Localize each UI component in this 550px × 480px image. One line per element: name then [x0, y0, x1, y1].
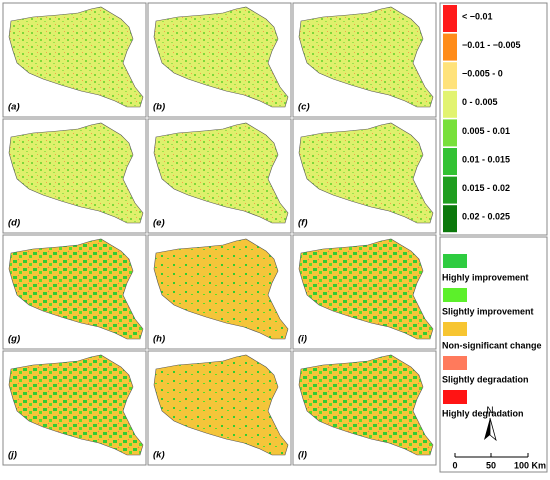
legend-label: Non-significant change — [442, 340, 542, 350]
panel-label: (g) — [8, 334, 20, 345]
region-map — [153, 122, 289, 224]
legend-swatch — [443, 288, 467, 302]
legend-swatch — [443, 254, 467, 268]
panel-label: (l) — [298, 450, 307, 461]
map-panel: (b) — [147, 2, 292, 118]
map-panel: (a) — [2, 2, 147, 118]
map-panel: (j) — [2, 350, 147, 466]
map-panel: (i) — [292, 234, 437, 350]
panel-label: (b) — [153, 102, 165, 113]
legend-swatch — [443, 205, 457, 233]
scale-label: 0 — [452, 460, 457, 470]
panel-label: (k) — [153, 450, 165, 461]
map-panel: (k) — [147, 350, 292, 466]
region-map — [153, 238, 289, 340]
map-panel: (c) — [292, 2, 437, 118]
legend-swatch — [443, 33, 457, 61]
legend-label: Highly improvement — [442, 272, 529, 282]
legend-swatch — [443, 148, 457, 175]
region-map — [8, 122, 144, 224]
map-panels: (a) (b) (c) (d) (e) (f) (g) (h) (i) (j) (k) (l) — [2, 2, 437, 466]
region-map — [298, 238, 434, 340]
panel-label: (d) — [8, 218, 20, 229]
legend-label: 0.005 - 0.01 — [462, 126, 510, 136]
north-arrow: N — [484, 406, 497, 442]
panel-label: (f) — [298, 218, 308, 229]
region-map — [298, 354, 434, 456]
legend-label: Slightly improvement — [442, 306, 534, 316]
map-panel: (l) — [292, 350, 437, 466]
region-map — [153, 354, 289, 456]
legend-label: 0.015 - 0.02 — [462, 183, 510, 193]
legend-swatch — [443, 119, 457, 147]
panel-label: (h) — [153, 334, 165, 345]
panel-label: (a) — [8, 102, 20, 113]
legend-label: −0.01 - −0.005 — [462, 40, 521, 50]
map-panel: (e) — [147, 118, 292, 234]
map-panel: (h) — [147, 234, 292, 350]
legend-box — [439, 2, 548, 236]
legend-label: < −0.01 — [462, 11, 493, 21]
legend-label: 0.02 - 0.025 — [462, 212, 510, 222]
panel-label: (j) — [8, 450, 17, 461]
region-map — [298, 122, 434, 224]
legend-box — [439, 236, 548, 473]
region-map — [8, 6, 144, 108]
region-map — [8, 354, 144, 456]
legend-label: −0.005 - 0 — [462, 69, 503, 79]
region-map — [8, 238, 144, 340]
legend-label: 0.01 - 0.015 — [462, 154, 510, 164]
legend-swatch — [443, 322, 467, 336]
legend-swatch — [443, 390, 467, 404]
legend-label: Slightly degradation — [442, 374, 529, 384]
region-map — [298, 6, 434, 108]
region-map — [153, 6, 289, 108]
panel-label: (c) — [298, 102, 310, 113]
map-panel: (g) — [2, 234, 147, 350]
legend-swatch — [443, 5, 457, 32]
legend: < −0.01 −0.01 - −0.005 −0.005 - 0 0 - 0.005… — [442, 5, 542, 418]
panel-label: (i) — [298, 334, 307, 345]
map-panel: (f) — [292, 118, 437, 234]
panel-label: (e) — [153, 218, 165, 229]
legend-swatch — [443, 176, 457, 204]
legend-label: 0 - 0.005 — [462, 97, 498, 107]
scale-label: 50 — [486, 460, 496, 470]
scale-bar — [454, 453, 529, 458]
legend-swatch — [443, 90, 457, 118]
legend-label: Highly degradation — [442, 408, 524, 418]
map-panel: (d) — [2, 118, 147, 234]
scale-label: 100 Km — [514, 460, 546, 470]
north-label: N — [486, 406, 493, 417]
legend-swatch — [443, 356, 467, 370]
legend-swatch — [443, 62, 457, 90]
